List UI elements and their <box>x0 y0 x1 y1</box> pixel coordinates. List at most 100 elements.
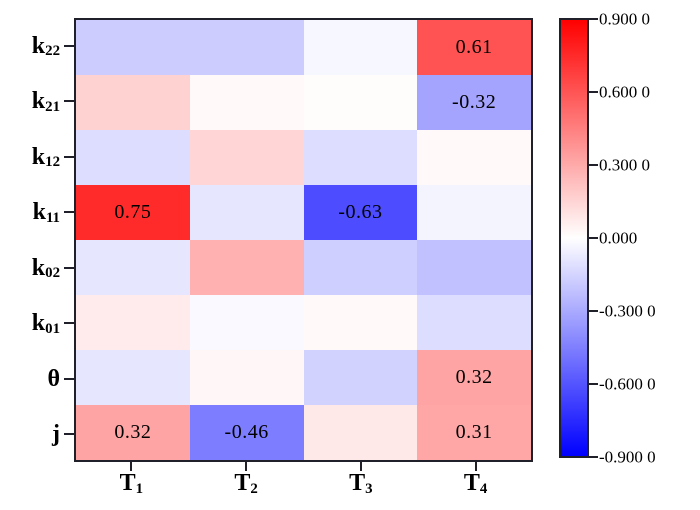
axis-label-base: k <box>31 32 46 59</box>
heatmap-cell <box>303 20 418 75</box>
axis-label-base: T <box>349 470 366 496</box>
y-axis-label-k11: k11 <box>0 199 60 226</box>
axis-label-base: k <box>31 88 46 115</box>
heatmap-cell <box>189 20 304 75</box>
cell-value-label: -0.32 <box>452 91 497 113</box>
heatmap-cell <box>303 75 418 130</box>
heatmap-cell: -0.46 <box>189 405 304 460</box>
colorbar-tick <box>589 164 598 166</box>
x-axis-label-T4: T4 <box>463 470 488 497</box>
axis-label-subscript: 4 <box>479 480 488 497</box>
y-axis-tick <box>64 377 74 380</box>
heatmap-cell <box>76 240 190 295</box>
heatmap-cell <box>76 295 190 350</box>
heatmap-cell <box>417 185 531 240</box>
heatmap-cell <box>76 20 190 75</box>
y-axis-tick <box>64 211 74 214</box>
axis-label-subscript: 22 <box>45 43 60 60</box>
x-axis-tick <box>359 462 362 471</box>
axis-label-base: T <box>463 470 480 496</box>
x-axis-label-T1: T1 <box>119 470 144 497</box>
x-axis-tick <box>245 462 248 471</box>
colorbar-tick-label: -0.600 0 <box>599 374 656 394</box>
axis-label-base: k <box>31 310 46 337</box>
heatmap-cell <box>189 350 304 405</box>
colorbar-tick <box>589 310 598 312</box>
heatmap-cell: 0.75 <box>76 185 190 240</box>
x-axis-tick <box>474 462 477 471</box>
colorbar-tick <box>589 18 598 20</box>
heatmap-cell <box>189 185 304 240</box>
y-axis-label-j: j <box>0 422 60 446</box>
axis-label-subscript: 21 <box>45 98 60 115</box>
y-axis-label-k01: k01 <box>0 310 60 337</box>
y-axis-label-k02: k02 <box>0 254 60 282</box>
y-axis-label-k21: k21 <box>0 88 60 115</box>
heatmap-cell <box>189 295 304 350</box>
axis-label-subscript: 3 <box>365 480 373 497</box>
heatmap-cell <box>76 350 190 405</box>
axis-label-base: θ <box>47 365 60 392</box>
axis-label-subscript: 12 <box>45 154 60 171</box>
axis-label-base: k <box>31 254 46 281</box>
colorbar <box>559 18 589 458</box>
heatmap-cell: 0.32 <box>417 350 531 405</box>
heatmap-cell <box>303 405 418 460</box>
heatmap-cell: 0.31 <box>417 405 531 460</box>
x-axis-label-T2: T2 <box>234 470 258 497</box>
heatmap-cell <box>303 240 418 295</box>
colorbar-tick <box>589 456 598 458</box>
x-axis-tick <box>130 462 133 471</box>
heatmap-cell <box>417 240 531 295</box>
y-axis-tick <box>64 266 74 269</box>
colorbar-tick-label: -0.900 0 <box>599 447 656 467</box>
colorbar-tick-label: -0.300 0 <box>599 301 656 321</box>
x-axis-label-T3: T3 <box>349 470 373 497</box>
colorbar-tick <box>589 383 598 385</box>
y-axis-tick <box>64 433 74 436</box>
heatmap-cell <box>76 130 190 185</box>
cell-value-label: -0.63 <box>338 201 383 223</box>
colorbar-gradient <box>561 20 587 456</box>
heatmap-cell <box>189 75 304 130</box>
axis-label-subscript: 02 <box>45 265 60 282</box>
axis-label-subscript: 2 <box>250 480 258 497</box>
y-axis-tick <box>64 44 74 47</box>
cell-value-label: 0.32 <box>114 421 152 443</box>
y-axis-label-k22: k22 <box>0 32 60 60</box>
colorbar-tick-label: 0.900 0 <box>599 9 650 29</box>
heatmap-cell <box>303 130 418 185</box>
heatmap-cell <box>189 240 304 295</box>
y-axis-tick <box>64 155 74 158</box>
heatmap-cell: -0.32 <box>417 75 531 130</box>
colorbar-tick-label: 0.600 0 <box>599 82 650 102</box>
heatmap-cell <box>417 130 531 185</box>
cell-value-label: 0.31 <box>455 421 493 443</box>
axis-label-base: k <box>31 143 46 170</box>
heatmap-cell <box>76 75 190 130</box>
axis-label-base: T <box>234 470 251 496</box>
y-axis-tick <box>64 100 74 103</box>
axis-label-base: j <box>52 421 60 448</box>
y-axis-tick <box>64 322 74 325</box>
axis-label-subscript: 11 <box>45 209 60 226</box>
heatmap-cell: 0.32 <box>76 405 190 460</box>
axis-label-base: T <box>119 470 136 496</box>
colorbar-tick <box>589 237 598 239</box>
colorbar-tick <box>589 91 598 93</box>
heatmap-cell: -0.63 <box>303 185 418 240</box>
cell-value-label: 0.61 <box>455 36 493 58</box>
axis-label-subscript: 01 <box>45 320 60 337</box>
colorbar-tick-label: 0.000 <box>599 228 638 248</box>
heatmap-grid: 0.61 -0.32 0.75 -0.63 0.32 0.32 -0.46 0.31 <box>74 18 533 462</box>
colorbar-tick-label: 0.300 0 <box>599 155 650 175</box>
heatmap-cell <box>303 295 418 350</box>
heatmap-cell <box>189 130 304 185</box>
cell-value-label: 0.32 <box>455 366 493 388</box>
cell-value-label: -0.46 <box>224 421 269 443</box>
heatmap-cell <box>303 350 418 405</box>
axis-label-subscript: 1 <box>135 480 144 497</box>
axis-label-base: k <box>32 199 46 226</box>
y-axis-label-θ: θ <box>0 367 60 391</box>
